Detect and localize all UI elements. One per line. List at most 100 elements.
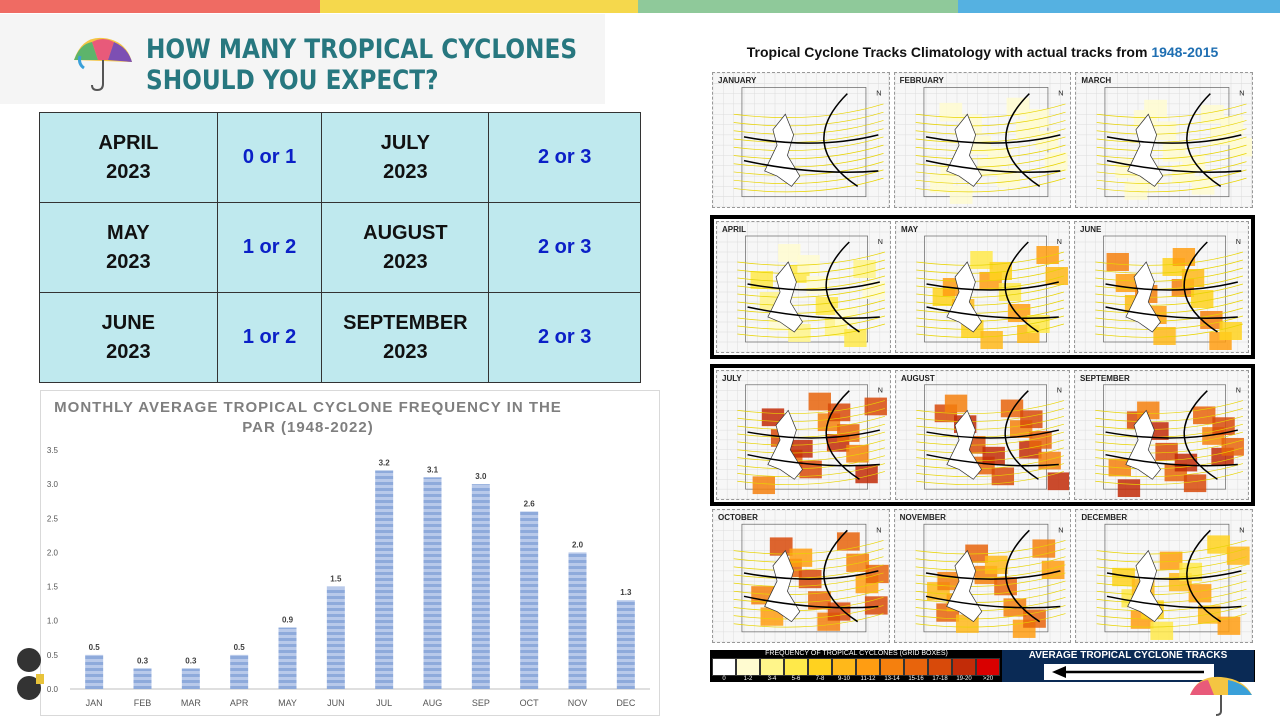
x-tick-label: JUL (376, 698, 392, 708)
panel-month-label: DECEMBER (1081, 513, 1128, 522)
legend-bin-label: 5-6 (791, 676, 801, 682)
legend-labels: 0 1-2 3-4 5-6 7-8 9-10 11-12 13-14 15-16 17-18 19-… (712, 676, 1000, 682)
panel-month-label: NOVEMBER (899, 513, 946, 522)
panel-month-label: SEPTEMBER (1080, 374, 1130, 383)
legend-swatch (712, 658, 736, 676)
legend-bin-label: 19-20 (956, 676, 972, 682)
table-row: JUNE 2023 1 or 2 SEPTEMBER 2023 2 or 3 (39, 292, 641, 383)
climatology-panel: APRIL N (716, 221, 891, 353)
svg-text:N: N (1236, 388, 1241, 395)
value-cell: 2 or 3 (488, 202, 641, 293)
climatology-panel: FEBRUARY N (893, 72, 1072, 208)
climatology-title: Tropical Cyclone Tracks Climatology with… (746, 44, 1219, 60)
bar-jan (85, 654, 104, 689)
x-tick-label: JUN (327, 698, 345, 708)
x-tick-label: APR (230, 698, 249, 708)
data-label: 3.2 (379, 458, 391, 467)
legend-bin-label: 3-4 (767, 676, 777, 682)
climatology-panel: JANUARY N (712, 72, 890, 208)
climatology-panels: JANUARY N FEBRUARY N MARCH N APRIL N MAY N JUNE N JU… (710, 70, 1255, 645)
value-cell: 2 or 3 (488, 292, 641, 383)
x-tick-label: SEP (472, 698, 490, 708)
panel-row: JANUARY N FEBRUARY N MARCH N (710, 70, 1255, 210)
legend-bin-label: 11-12 (860, 676, 876, 682)
legend-swatch (808, 658, 832, 676)
data-label: 3.1 (427, 465, 439, 474)
svg-text:N: N (1057, 388, 1062, 395)
y-tick-label: 2.5 (47, 514, 59, 523)
avg-tracks-label: AVERAGE TROPICAL CYCLONE TRACKS (1028, 650, 1228, 661)
svg-text:N: N (1240, 89, 1245, 98)
legend-swatch (904, 658, 928, 676)
legend-swatch (832, 658, 856, 676)
value-cell: 0 or 1 (216, 112, 323, 203)
x-tick-label: FEB (134, 698, 152, 708)
panel-month-label: APRIL (722, 225, 746, 234)
climatology-panel: NOVEMBER N (893, 509, 1072, 643)
table-row: MAY 2023 1 or 2 AUGUST 2023 2 or 3 (39, 202, 641, 293)
data-label: 1.3 (620, 588, 632, 597)
panel-month-label: JUNE (1080, 225, 1102, 234)
svg-text:N: N (876, 526, 881, 534)
climatology-panel: MARCH N (1075, 72, 1254, 208)
climatology-panel: JUNE N (1074, 221, 1249, 353)
x-tick-label: MAR (181, 698, 202, 708)
svg-text:N: N (1057, 239, 1062, 246)
svg-text:N: N (876, 89, 881, 98)
legend-bin-label: 15-16 (908, 676, 924, 682)
svg-text:N: N (1236, 239, 1241, 246)
panel-row: APRIL N MAY N JUNE N (710, 215, 1255, 359)
data-label: 3.0 (475, 472, 487, 481)
bar-may (278, 627, 297, 689)
bar-aug (423, 477, 442, 689)
month-cell: JUNE 2023 (39, 292, 218, 383)
data-label: 1.5 (330, 575, 342, 584)
legend-bin-label: 9-10 (837, 676, 850, 682)
umbrella-logo-icon (74, 37, 132, 92)
bar-dec (616, 600, 635, 689)
top-stripe-yellow (320, 0, 638, 13)
panel-row: OCTOBER N NOVEMBER N DECEMBER N (710, 507, 1255, 645)
legend-bin-label: 7-8 (815, 676, 825, 682)
bar-feb (133, 668, 152, 689)
bar-nov (568, 552, 587, 689)
y-tick-label: 3.5 (47, 446, 59, 455)
data-label: 0.3 (137, 657, 149, 666)
svg-text:N: N (1240, 526, 1245, 534)
legend-swatch (880, 658, 904, 676)
data-label: 0.5 (234, 643, 246, 652)
bar-apr (230, 654, 249, 689)
avg-tracks-sample (1044, 664, 1214, 680)
climatology-panel: AUGUST N (895, 370, 1070, 500)
month-cell: JULY 2023 (321, 112, 490, 203)
y-tick-label: 0.5 (47, 651, 59, 660)
data-label: 0.3 (185, 657, 197, 666)
x-tick-label: AUG (423, 698, 443, 708)
page-title-line1: HOW MANY TROPICAL CYCLONES (146, 34, 578, 65)
legend-bin-label: >20 (982, 676, 994, 682)
bar-jun (326, 586, 345, 689)
climatology-panel: SEPTEMBER N (1074, 370, 1249, 500)
top-stripe-red (0, 0, 320, 13)
y-tick-label: 0.0 (47, 685, 59, 694)
page-title: HOW MANY TROPICAL CYCLONES SHOULD YOU EX… (146, 34, 577, 96)
table-row: APRIL 2023 0 or 1 JULY 2023 2 or 3 (39, 112, 641, 203)
data-label: 2.0 (572, 540, 584, 549)
legend-bin-label: 13-14 (884, 676, 900, 682)
legend-swatch (736, 658, 760, 676)
month-cell: MAY 2023 (39, 202, 218, 293)
y-tick-label: 1.0 (47, 617, 59, 626)
top-stripe-blue (958, 0, 1280, 13)
data-label: 2.6 (524, 499, 536, 508)
svg-text:N: N (878, 239, 883, 246)
panel-month-label: MARCH (1081, 76, 1112, 85)
y-tick-label: 1.5 (47, 583, 59, 592)
panel-month-label: JANUARY (718, 76, 757, 85)
legend-swatches (712, 658, 1000, 676)
panel-month-label: MAY (901, 225, 919, 234)
legend-swatch (760, 658, 784, 676)
x-tick-label: JAN (86, 698, 103, 708)
legend-bin-label: 17-18 (932, 676, 948, 682)
top-stripe-green (638, 0, 958, 13)
x-tick-label: NOV (568, 698, 588, 708)
